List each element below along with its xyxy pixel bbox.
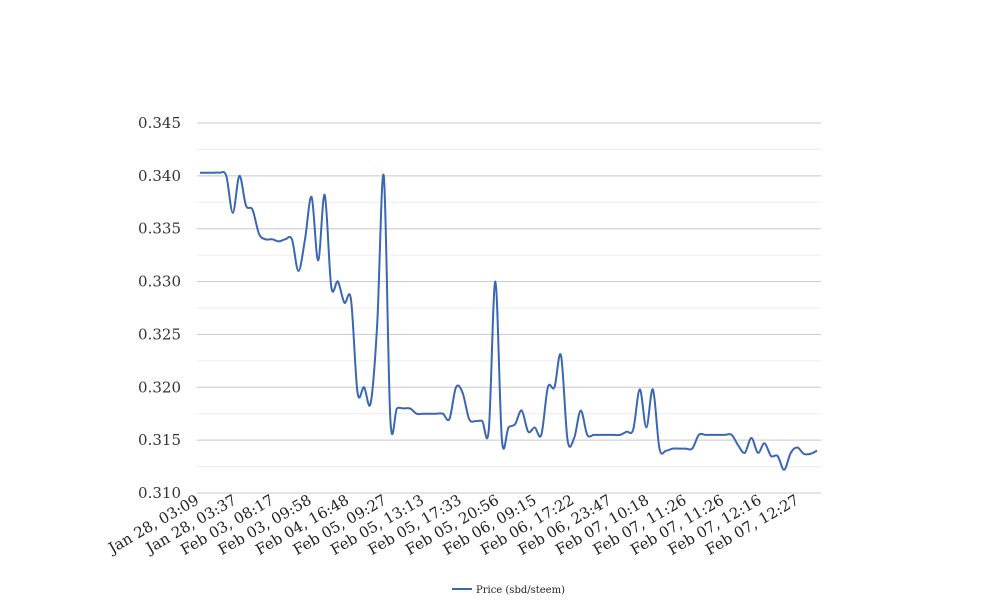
y-tick-label: 0.310 <box>138 484 181 502</box>
y-tick-label: 0.315 <box>138 431 181 449</box>
y-tick-label: 0.345 <box>138 114 181 132</box>
y-tick-label: 0.335 <box>138 220 181 238</box>
y-tick-label: 0.325 <box>138 325 181 343</box>
minor-gridlines <box>197 148 821 468</box>
series-line <box>200 170 818 471</box>
y-tick-label: 0.340 <box>138 167 181 185</box>
series-layer <box>200 170 818 471</box>
y-tick-label: 0.320 <box>138 378 181 396</box>
y-tick-label: 0.330 <box>138 273 181 291</box>
legend-label: Price (sbd/steem) <box>476 585 565 596</box>
y-axis-tick-labels: 0.310 0.315 0.320 0.325 0.330 0.335 0.340 0.345 <box>138 114 181 502</box>
legend: Price (sbd/steem) <box>452 585 565 596</box>
major-gridlines <box>197 122 821 494</box>
